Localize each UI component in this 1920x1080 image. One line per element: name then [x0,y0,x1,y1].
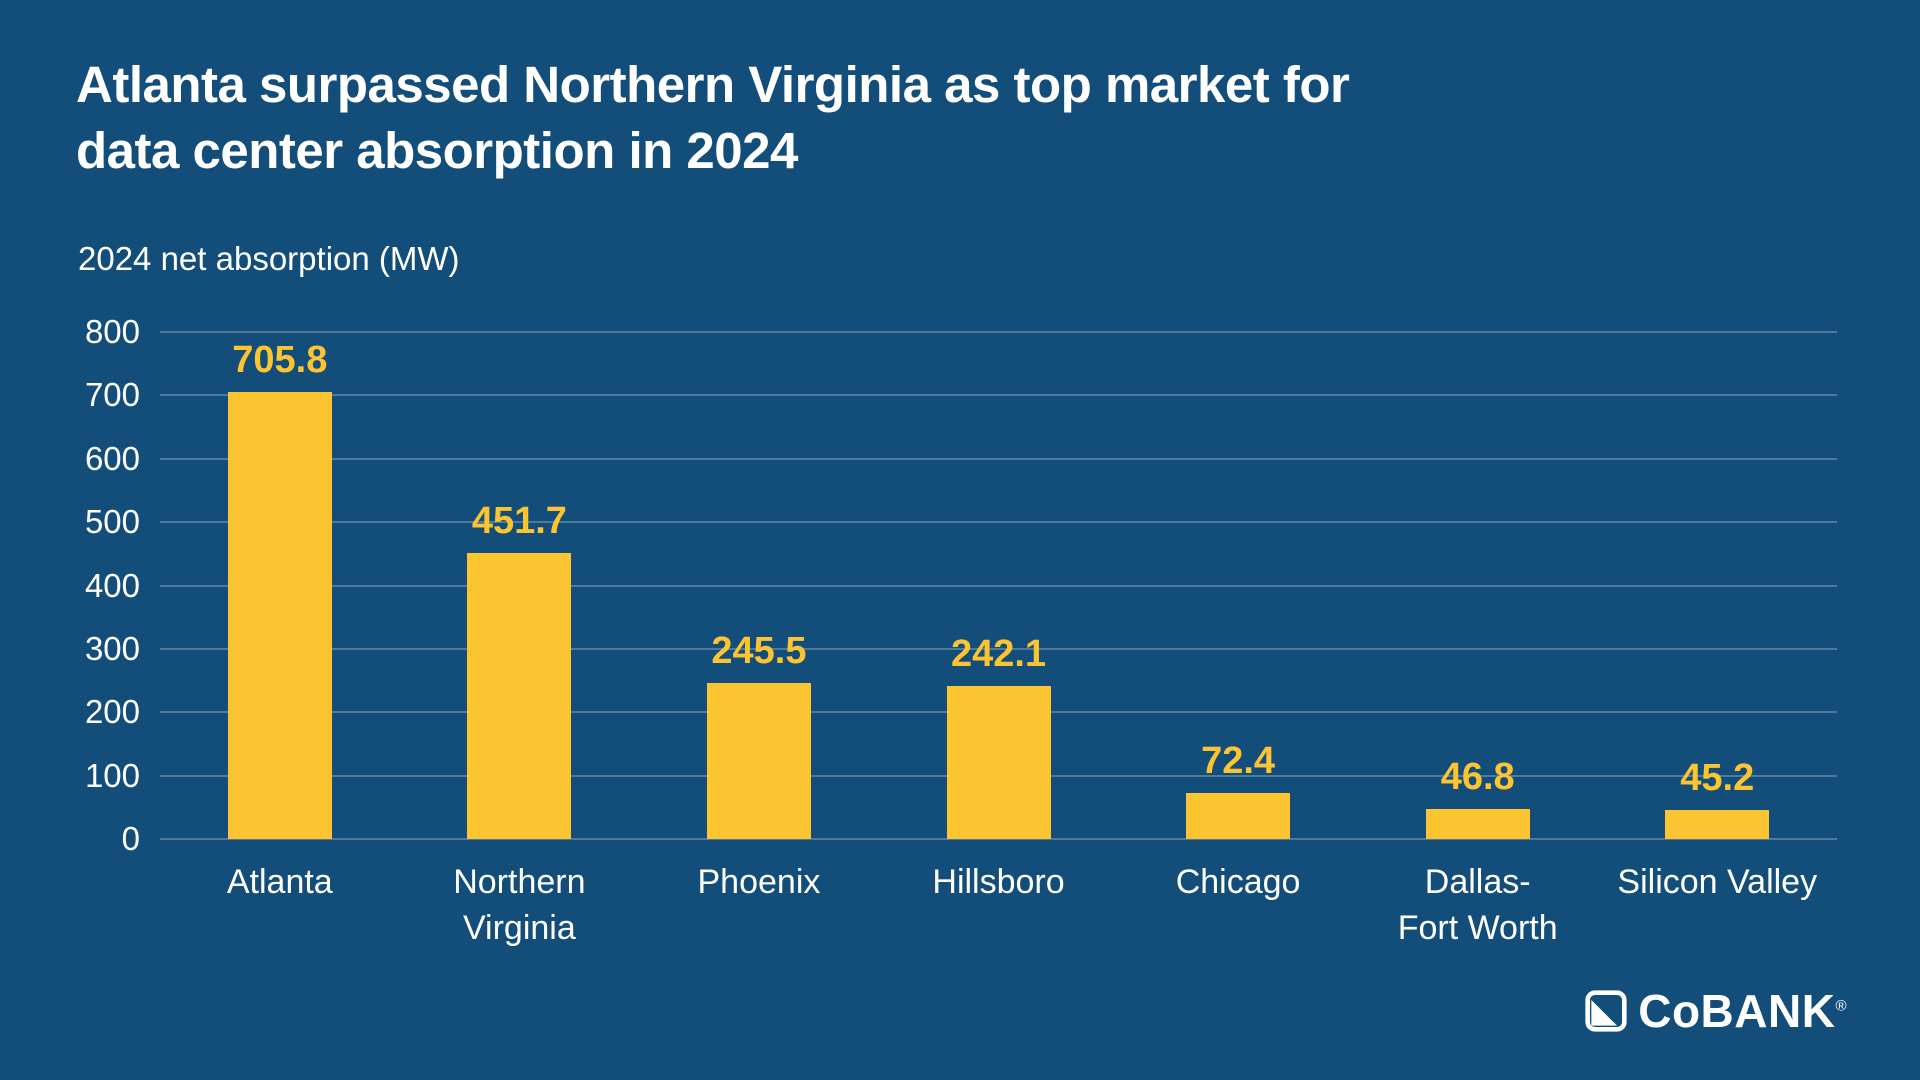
y-tick-label: 500 [84,503,140,541]
grid-line [160,457,1837,460]
bar-value-label: 242.1 [950,632,1047,675]
chart-title: Atlanta surpassed Northern Virginia as t… [76,56,1350,180]
y-tick-label: 100 [84,756,140,794]
x-category-label: Silicon Valley [1617,863,1818,901]
bar-column: 705.8 [160,332,400,839]
registered-mark: ® [1835,997,1847,1015]
bar-column: 451.7 [400,332,640,839]
bar-column: 46.8 [1358,332,1598,839]
bar-value-label: 245.5 [711,630,807,673]
x-category-label: Phoenix [697,863,821,901]
bar-column: 72.4 [1118,332,1358,839]
y-tick-label: 800 [84,313,140,350]
cobank-wordmark: CoBANK [1638,985,1836,1037]
y-tick-label: 0 [121,820,140,857]
bar-dallas--fort-worth: 46.8 [1425,756,1530,839]
x-category-label: Chicago [1175,863,1301,901]
y-tick-label: 300 [84,629,140,667]
cobank-logo-icon [1585,990,1627,1032]
cobank-logo-text: CoBANK® [1638,984,1847,1038]
bar-atlanta: 705.8 [227,339,332,839]
cobank-logo: CoBANK® [1584,984,1847,1038]
bar-column: 245.5 [639,332,879,839]
bar-column: 45.2 [1597,332,1837,839]
bar-columns: 705.8 451.7 245.5 242.1 72.4 46.8 45.2 [160,332,1837,839]
grid-line [160,394,1837,397]
plot-area: 705.8 451.7 245.5 242.1 72.4 46.8 45.2 [160,331,1837,840]
chart-subtitle: 2024 net absorption (MW) [78,240,460,277]
grid-line [160,331,1837,333]
x-category-label: Dallas- Fort Worth [1397,863,1558,947]
y-tick-label: 200 [84,693,140,731]
bar-column: 242.1 [879,332,1119,839]
bar-value-label: 451.7 [471,499,567,542]
bar-silicon-valley: 45.2 [1665,757,1770,839]
grid-line [160,521,1837,524]
y-tick-label: 700 [84,376,140,414]
y-tick-label: 400 [84,566,140,604]
bar-value-label: 46.8 [1440,756,1515,799]
bar-phoenix: 245.5 [706,630,811,839]
grid-line [160,838,1837,840]
y-axis: 0 100 200 300 400 500 600 700 800 [40,313,140,857]
grid-line [160,584,1837,587]
x-axis-labels: Atlanta Northern Virginia Phoenix Hillsboro… [160,860,1837,952]
bar-northern-virginia: 451.7 [467,500,572,839]
y-tick-label: 600 [84,439,140,477]
x-category-label: Northern Virginia [453,863,586,947]
bar-chicago: 72.4 [1186,740,1291,839]
bar-value-label: 72.4 [1201,740,1276,783]
x-category-label: Atlanta [226,863,333,901]
grid-line [160,647,1837,650]
bar-value-label: 705.8 [232,338,328,381]
x-category-label: Hillsboro [932,863,1065,901]
bar-value-label: 45.2 [1680,757,1755,800]
bar-hillsboro: 242.1 [946,633,1051,839]
